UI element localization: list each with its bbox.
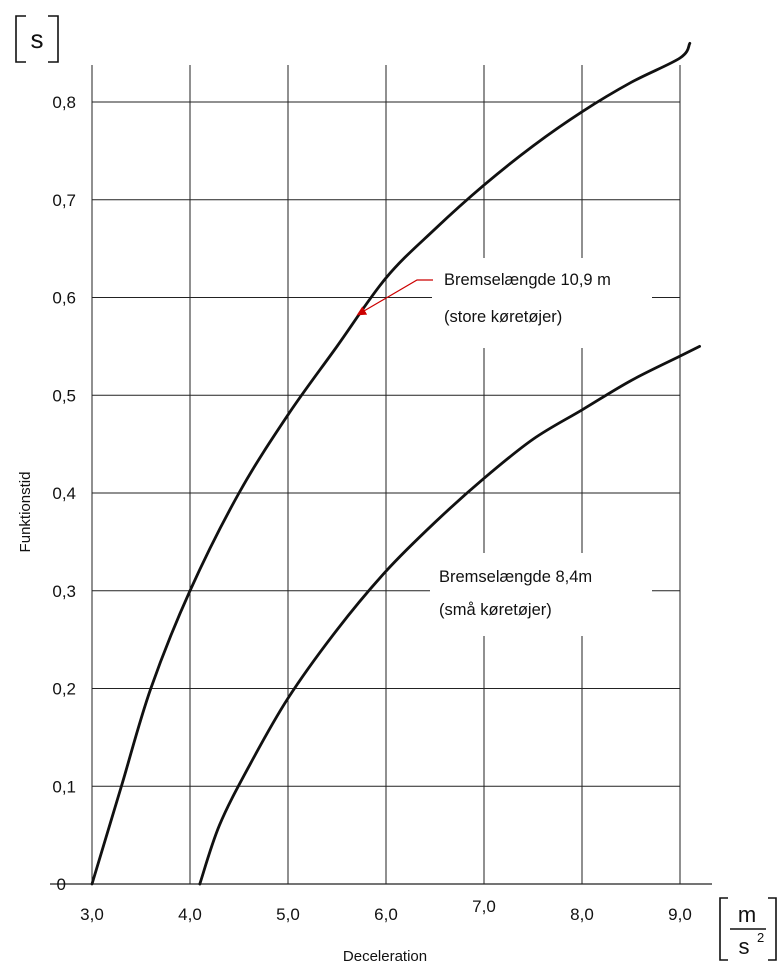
y-tick-label-5: 0,5 (52, 386, 76, 405)
y-tick-label-0: 0 (57, 875, 66, 894)
x-tick-label-2: 5,0 (276, 905, 300, 924)
y-unit: s (15, 15, 59, 63)
x-unit-numerator: m (738, 902, 756, 927)
series-layer (90, 41, 701, 886)
grid (50, 65, 712, 885)
x-tick-label-1: 4,0 (178, 905, 202, 924)
x-unit: m s 2 (719, 897, 777, 961)
y-tick-label-4: 0,4 (52, 484, 76, 503)
annotation-2-line2: (små køretøjer) (439, 601, 552, 619)
x-tick-label-6: 9,0 (668, 905, 692, 924)
y-tick-label-1: 0,1 (52, 777, 76, 796)
y-tick-label-8: 0,8 (52, 93, 76, 112)
annotation-box-2 (430, 553, 652, 636)
y-unit-label: s (31, 24, 44, 54)
x-unit-denominator: s (739, 934, 750, 959)
x-tick-label-4: 7,0 (472, 897, 496, 916)
annotation-layer: Bremselængde 10,9 m (store køretøjer) Brem… (356, 271, 611, 619)
annotation-2-line1: Bremselængde 8,4m (439, 568, 592, 586)
y-tick-label-7: 0,7 (52, 191, 76, 210)
annotation-1-arrow (356, 279, 433, 316)
y-tick-label-6: 0,6 (52, 289, 76, 308)
annotation-1-line2: (store køretøjer) (444, 308, 562, 326)
y-tick-label-2: 0,2 (52, 680, 76, 699)
series-line-2 (198, 344, 701, 886)
series-line-1 (90, 41, 692, 886)
annotation-box-1 (432, 258, 652, 348)
tick-layer: 3,0 4,0 5,0 6,0 7,0 8,0 9,0 0 0,1 0,2 0,3 0,4 0,5 0,6… (52, 93, 691, 924)
x-tick-label-3: 6,0 (374, 905, 398, 924)
x-unit-exponent: 2 (757, 930, 764, 945)
annotation-1-line1: Bremselængde 10,9 m (444, 271, 611, 289)
y-tick-label-3: 0,3 (52, 582, 76, 601)
x-tick-label-0: 3,0 (80, 905, 104, 924)
x-tick-label-5: 8,0 (570, 905, 594, 924)
x-axis-label: Deceleration (343, 948, 427, 965)
y-axis-label: Funktionstid (17, 472, 34, 553)
